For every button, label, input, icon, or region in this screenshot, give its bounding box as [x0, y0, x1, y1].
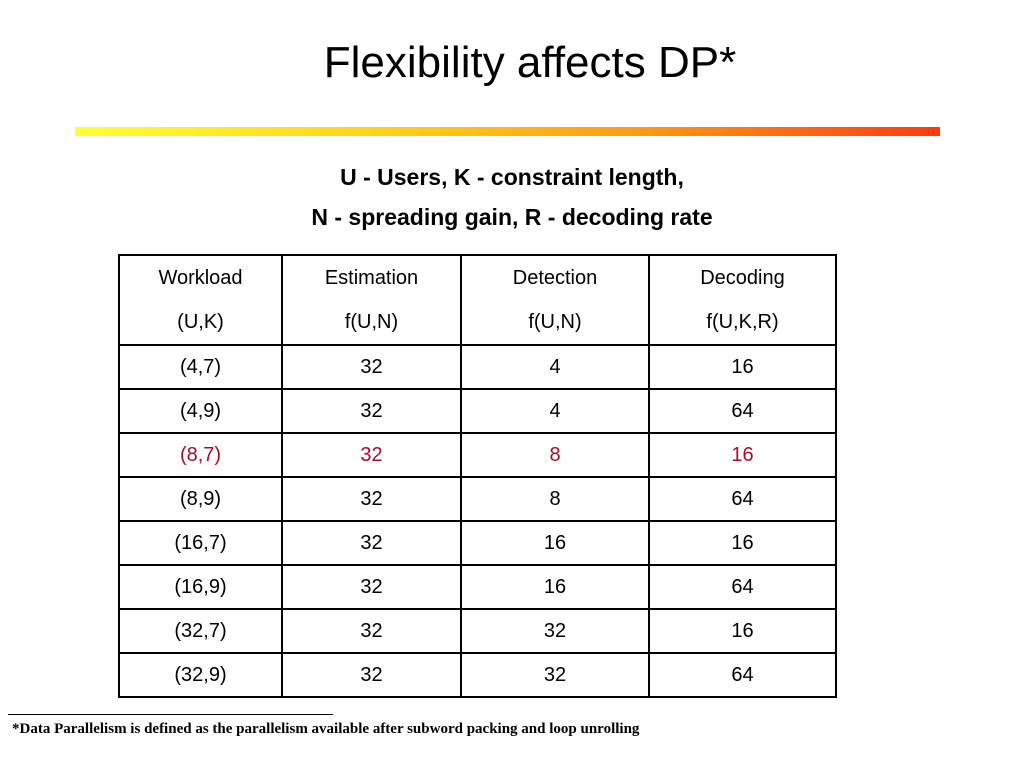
- cell-workload: (8,9): [118, 476, 283, 522]
- cell-decoding: 16: [648, 608, 837, 654]
- header-decoding-params: f(U,K,R): [706, 311, 779, 333]
- footnote-separator: [8, 714, 333, 715]
- header-estimation: Estimation f(U,N): [281, 254, 462, 346]
- cell-decoding: 64: [648, 388, 837, 434]
- cell-workload: (4,9): [118, 388, 283, 434]
- table-row: (4,7) 32 4 16: [118, 344, 837, 390]
- cell-workload: (4,7): [118, 344, 283, 390]
- cell-workload: (32,9): [118, 652, 283, 698]
- table-row: (32,9) 32 32 64: [118, 652, 837, 698]
- header-detection-label: Detection: [512, 267, 598, 289]
- cell-estimation: 32: [281, 652, 462, 698]
- header-workload: Workload (U,K): [118, 254, 283, 346]
- cell-detection: 4: [460, 388, 650, 434]
- cell-decoding: 16: [648, 432, 837, 478]
- cell-estimation: 32: [281, 476, 462, 522]
- cell-detection: 16: [460, 564, 650, 610]
- cell-decoding: 64: [648, 476, 837, 522]
- cell-decoding: 16: [648, 344, 837, 390]
- header-detection-params: f(U,N): [528, 311, 582, 333]
- cell-workload: (8,7): [118, 432, 283, 478]
- cell-decoding: 64: [648, 564, 837, 610]
- title-underline-gradient: [75, 127, 940, 136]
- header-decoding-label: Decoding: [700, 267, 785, 289]
- cell-estimation: 32: [281, 388, 462, 434]
- subtitle-line-1: U - Users, K - constraint length,: [340, 164, 684, 190]
- cell-workload: (16,7): [118, 520, 283, 566]
- cell-estimation: 32: [281, 564, 462, 610]
- table-row: (8,9) 32 8 64: [118, 476, 837, 522]
- cell-workload: (32,7): [118, 608, 283, 654]
- table-row: (16,7) 32 16 16: [118, 520, 837, 566]
- data-parallelism-table: Workload (U,K) Estimation f(U,N) Detecti…: [118, 254, 837, 698]
- cell-detection: 16: [460, 520, 650, 566]
- header-workload-params: (U,K): [177, 311, 224, 333]
- cell-detection: 4: [460, 344, 650, 390]
- subtitle-line-2: N - spreading gain, R - decoding rate: [311, 204, 713, 230]
- header-estimation-params: f(U,N): [344, 311, 399, 333]
- header-workload-label: Workload: [158, 267, 243, 289]
- footnote: *Data Parallelism is defined as the para…: [12, 721, 640, 737]
- header-estimation-label: Estimation: [324, 267, 419, 289]
- header-decoding: Decoding f(U,K,R): [648, 254, 837, 346]
- table-row-highlighted: (8,7) 32 8 16: [118, 432, 837, 478]
- cell-estimation: 32: [281, 344, 462, 390]
- cell-estimation: 32: [281, 608, 462, 654]
- cell-decoding: 16: [648, 520, 837, 566]
- cell-estimation: 32: [281, 432, 462, 478]
- cell-detection: 8: [460, 476, 650, 522]
- slide-title: Flexibility affects DP*: [323, 38, 737, 87]
- cell-detection: 32: [460, 652, 650, 698]
- table-row: (4,9) 32 4 64: [118, 388, 837, 434]
- table-row: (32,7) 32 32 16: [118, 608, 837, 654]
- table-header-row: Workload (U,K) Estimation f(U,N) Detecti…: [118, 254, 837, 346]
- cell-workload: (16,9): [118, 564, 283, 610]
- header-detection: Detection f(U,N): [460, 254, 650, 346]
- cell-detection: 32: [460, 608, 650, 654]
- cell-decoding: 64: [648, 652, 837, 698]
- table-row: (16,9) 32 16 64: [118, 564, 837, 610]
- cell-detection: 8: [460, 432, 650, 478]
- cell-estimation: 32: [281, 520, 462, 566]
